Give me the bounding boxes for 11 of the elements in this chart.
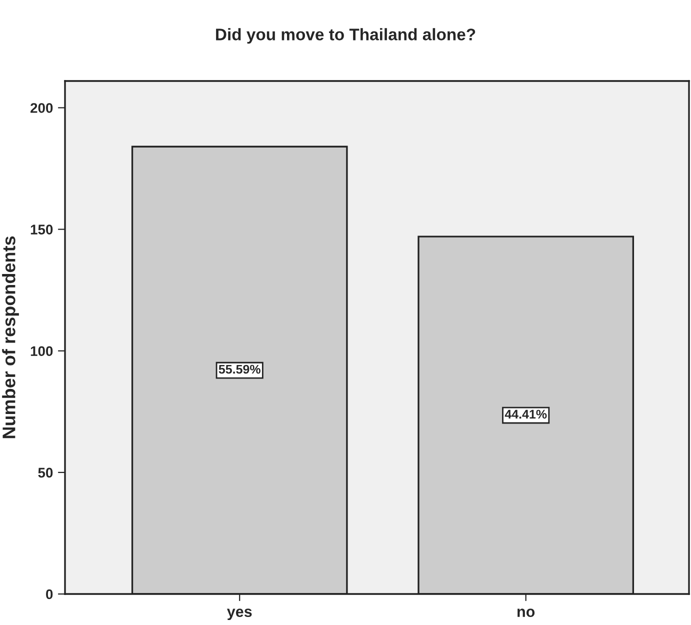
annotation: 44.41%: [504, 410, 547, 419]
y-tick-label: 50: [38, 468, 53, 478]
y-tick-label: 0: [46, 589, 53, 600]
annotation: 55.59%: [218, 364, 260, 374]
x-tick-label: no: [518, 608, 535, 618]
y-tick-label: 200: [30, 103, 53, 113]
y-axis-title: Number of respondents: [2, 236, 19, 438]
chart-title: Did you move to Thailand alone?: [216, 28, 476, 44]
y-tick-label: 100: [30, 346, 53, 356]
y-tick-label: 150: [30, 224, 53, 234]
x-tick-label: yes: [226, 608, 252, 620]
